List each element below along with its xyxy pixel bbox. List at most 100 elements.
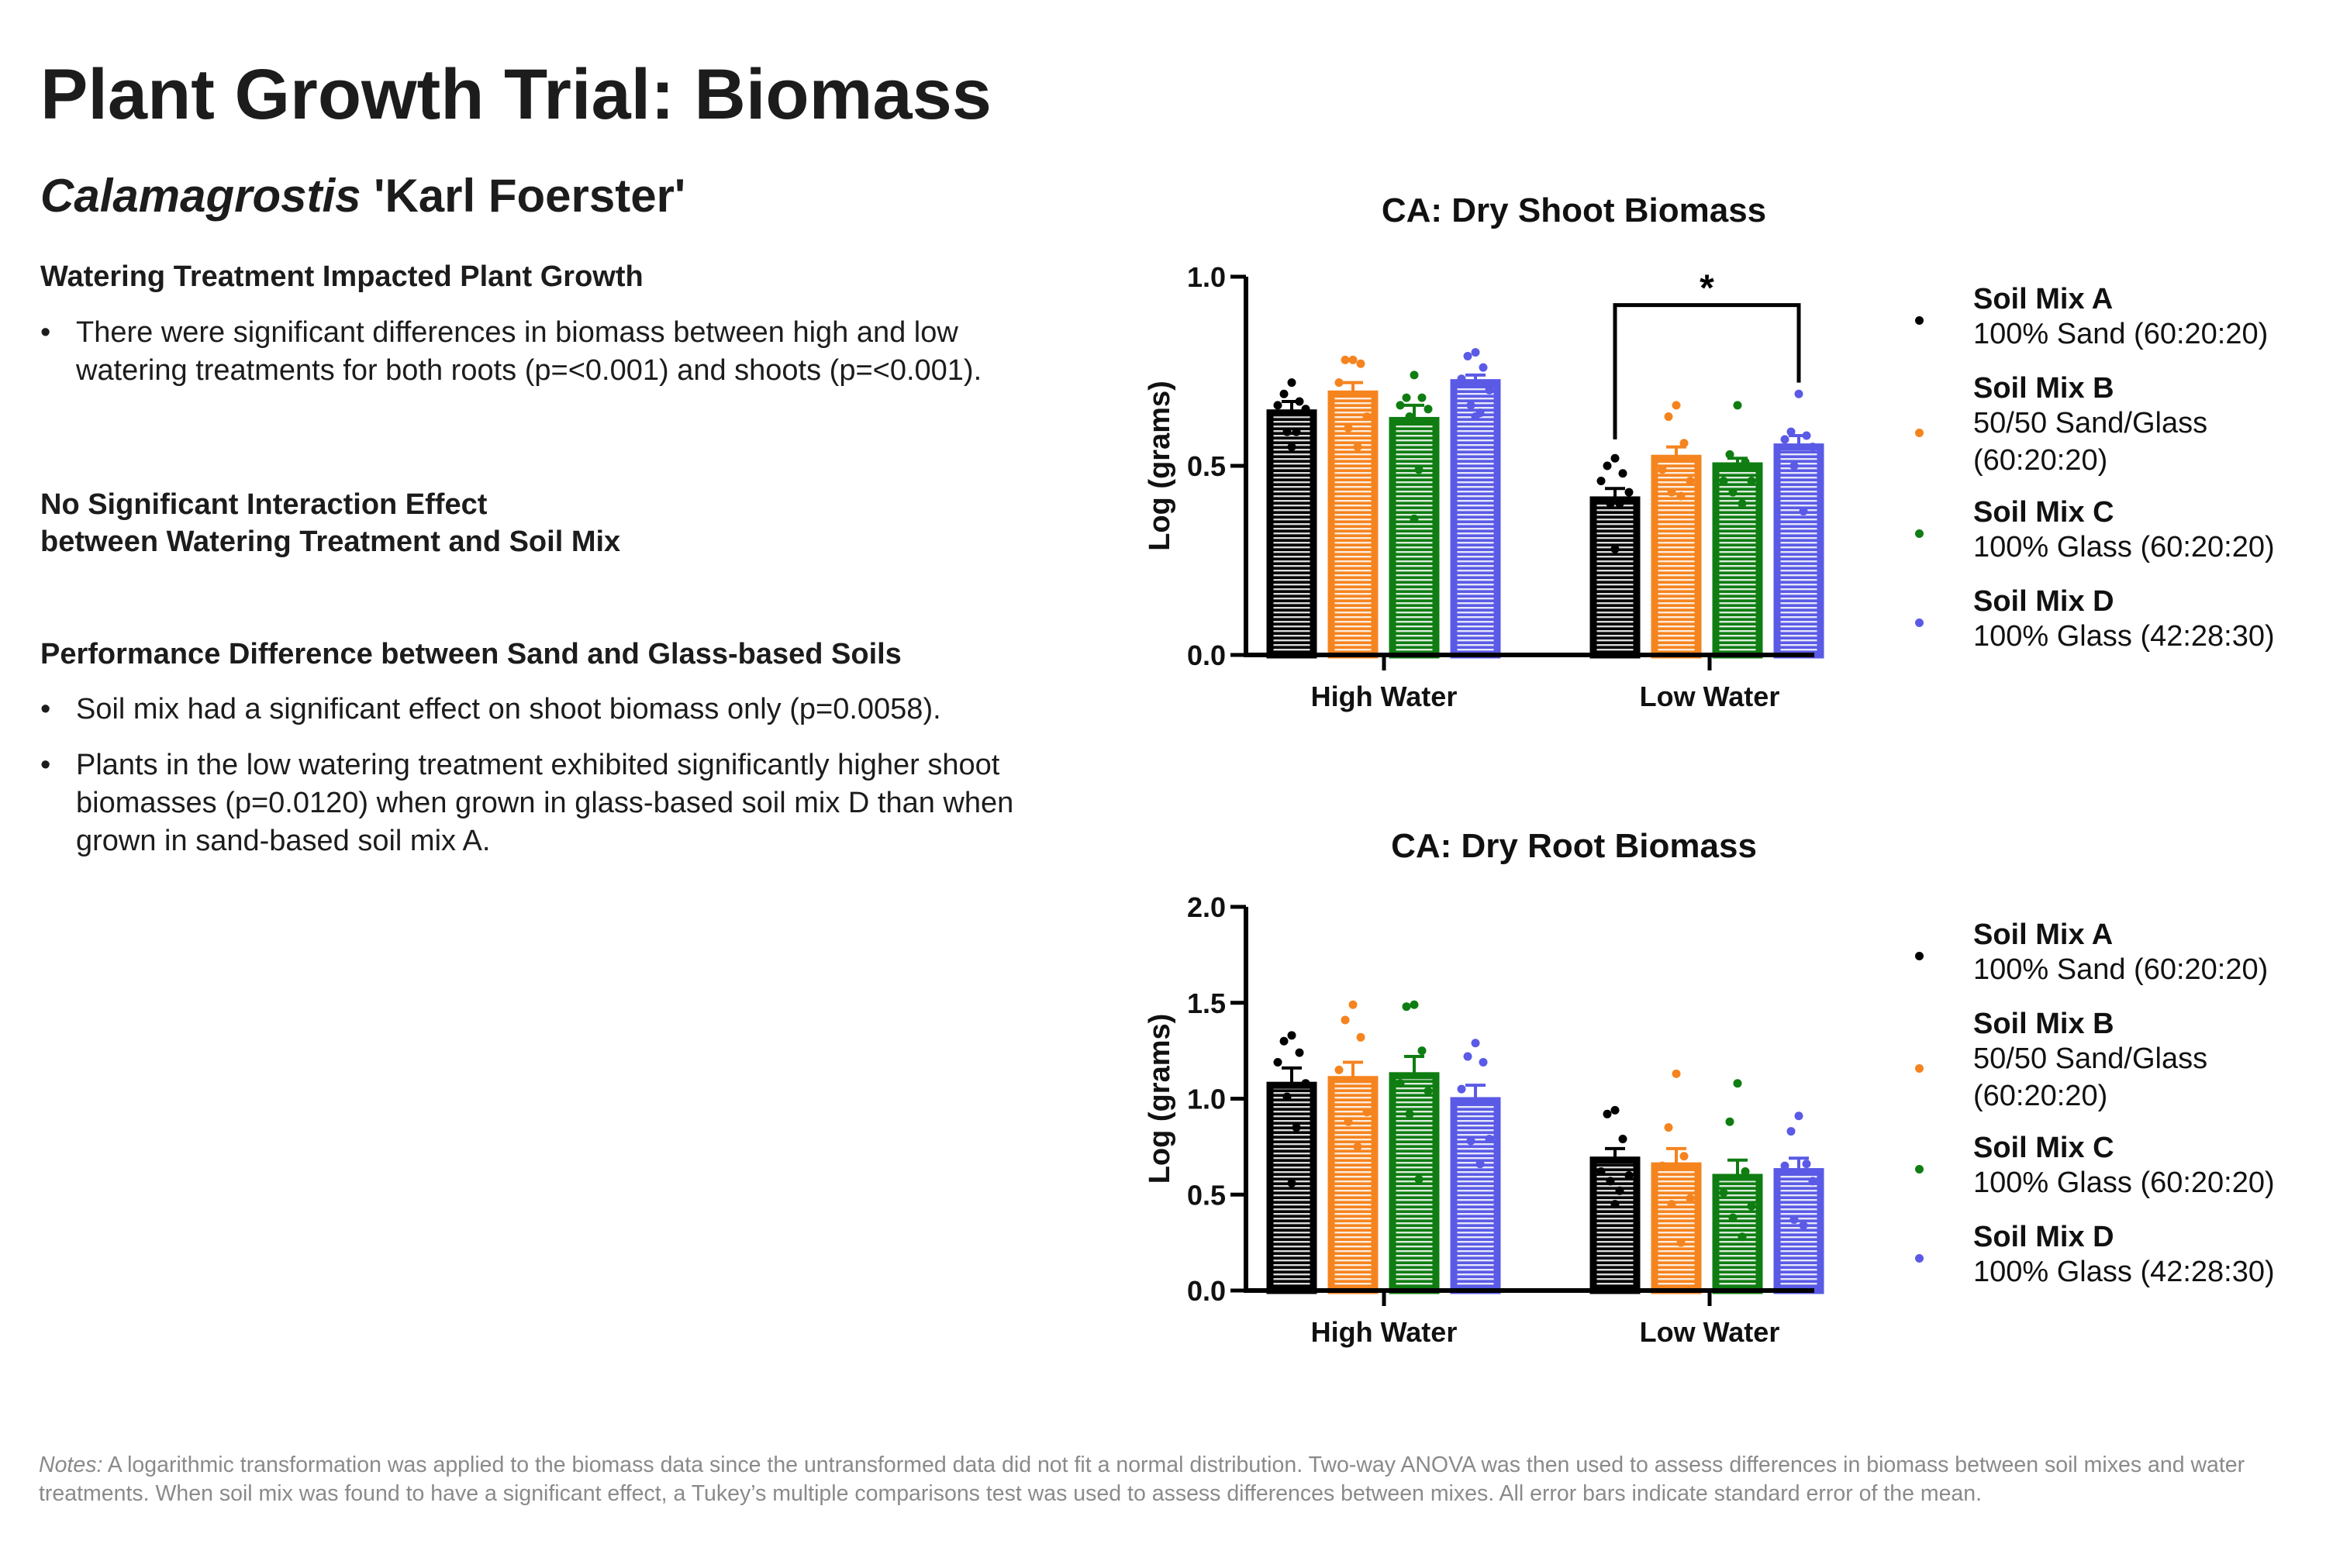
- data-point: [1596, 1167, 1606, 1177]
- data-point: [1417, 1046, 1427, 1056]
- page-subtitle: Calamagrostis 'Karl Foerster': [40, 169, 685, 222]
- data-point: [1606, 499, 1615, 508]
- legend-description: 100% Glass (60:20:20): [1973, 1167, 2275, 1199]
- data-point: [1780, 435, 1789, 444]
- data-point: [1741, 1167, 1750, 1177]
- legend-marker-icon: [1915, 619, 1924, 627]
- data-point: [1273, 401, 1282, 410]
- legend-name: Soil Mix D: [1973, 1221, 2114, 1253]
- y-tick-label: 1.0: [1187, 1084, 1226, 1115]
- data-point: [1485, 385, 1494, 395]
- data-point: [1273, 1057, 1282, 1067]
- bar: [1651, 1162, 1702, 1294]
- data-point: [1344, 423, 1353, 432]
- bar-group: [1450, 1039, 1501, 1294]
- bar-group: [1773, 1111, 1824, 1294]
- data-point: [1348, 1000, 1358, 1009]
- data-point: [1410, 370, 1419, 380]
- legend-description: 100% Sand (60:20:20): [1973, 953, 2269, 986]
- data-point: [1676, 491, 1686, 501]
- data-point: [1353, 443, 1362, 452]
- data-point: [1676, 1238, 1686, 1247]
- data-point: [1475, 1160, 1485, 1169]
- notes-label: Notes:: [39, 1453, 103, 1477]
- data-point: [1672, 1069, 1681, 1078]
- data-point: [1618, 1134, 1627, 1143]
- bullet-text: Plants in the low watering treatment exh…: [76, 749, 1014, 857]
- data-point: [1679, 1152, 1689, 1161]
- data-point: [1471, 412, 1480, 422]
- data-point: [1725, 450, 1734, 459]
- y-tick-label: 1.0: [1187, 261, 1226, 293]
- bar: [1389, 1072, 1440, 1294]
- bar: [1773, 1168, 1824, 1294]
- data-point: [1610, 1200, 1620, 1209]
- data-point: [1686, 1194, 1695, 1203]
- legend-marker-icon: [1915, 529, 1924, 538]
- data-point: [1596, 477, 1606, 486]
- data-point: [1463, 1052, 1472, 1061]
- notes-text: A logarithmic transformation was applied…: [39, 1453, 2245, 1506]
- data-point: [1471, 348, 1480, 357]
- y-tick-label: 1.5: [1187, 987, 1226, 1019]
- data-point: [1402, 1002, 1411, 1011]
- data-point: [1672, 401, 1681, 410]
- bar-group: [1266, 1031, 1317, 1294]
- bullet-performance-2: • Plants in the low watering treatment e…: [40, 746, 1048, 860]
- data-point: [1362, 1108, 1372, 1117]
- legend-marker-icon: [1915, 1254, 1924, 1263]
- bar-group: [1327, 355, 1379, 659]
- data-point: [1396, 401, 1405, 410]
- bullet-icon: •: [40, 316, 51, 349]
- subtitle-cultivar: 'Karl Foerster': [361, 170, 686, 222]
- data-point: [1424, 405, 1433, 414]
- data-point: [1741, 457, 1750, 467]
- data-point: [1348, 355, 1358, 364]
- legend-marker-icon: [1915, 316, 1924, 325]
- y-tick-label: 2.0: [1187, 891, 1226, 923]
- data-point: [1356, 359, 1365, 368]
- data-point: [1719, 1188, 1728, 1198]
- data-point: [1738, 499, 1747, 508]
- data-point: [1606, 1177, 1615, 1186]
- data-point: [1341, 355, 1350, 364]
- shoot-biomass-chart: CA: Dry Shoot Biomass Log (grams) 0.0 0.5 1.…: [1144, 191, 1824, 712]
- data-point: [1417, 393, 1427, 402]
- data-point: [1334, 378, 1344, 388]
- data-point: [1603, 1109, 1612, 1118]
- data-point: [1424, 1087, 1433, 1096]
- y-tick-label: 0.5: [1187, 1179, 1226, 1211]
- data-point: [1466, 401, 1475, 410]
- data-point: [1457, 374, 1466, 384]
- data-point: [1479, 363, 1488, 372]
- legend-description: 100% Glass (42:28:30): [1973, 1256, 2275, 1288]
- section-heading-interaction-line1: No Significant Interaction Effect: [40, 488, 488, 521]
- bar-group: [1389, 1000, 1440, 1294]
- data-point: [1610, 1105, 1620, 1115]
- data-point: [1658, 1161, 1667, 1170]
- x-tick-label: Low Water: [1640, 681, 1780, 712]
- data-point: [1603, 461, 1612, 470]
- data-point: [1396, 1079, 1405, 1088]
- data-point: [1808, 1177, 1817, 1186]
- bar-group: [1589, 1105, 1641, 1294]
- bar-group: [1651, 1069, 1702, 1294]
- bar: [1712, 462, 1763, 659]
- y-axis-label: Log (grams): [1144, 1014, 1176, 1184]
- data-point: [1356, 1032, 1365, 1042]
- data-point: [1463, 351, 1472, 360]
- data-point: [1287, 1178, 1296, 1187]
- bullet-text: Soil mix had a significant effect on sho…: [76, 693, 941, 725]
- y-tick-label: 0.0: [1187, 1275, 1226, 1307]
- bar: [1389, 416, 1440, 659]
- data-point: [1786, 1127, 1796, 1136]
- data-point: [1664, 412, 1673, 422]
- bar-group: [1651, 401, 1702, 659]
- legend-name: Soil Mix A: [1973, 283, 2114, 315]
- y-axis-label: Log (grams): [1144, 381, 1176, 551]
- bar-group: [1589, 453, 1641, 659]
- bullet-text: There were significant differences in bi…: [76, 316, 982, 387]
- legend-marker-icon: [1915, 1165, 1924, 1173]
- data-point: [1667, 488, 1676, 497]
- data-point: [1353, 1142, 1362, 1151]
